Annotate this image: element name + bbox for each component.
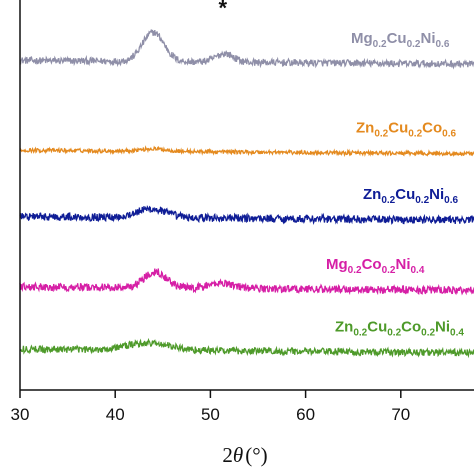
- x-tick-label-3: 60: [296, 405, 315, 424]
- peak-annotation-asterisk: *: [219, 0, 228, 21]
- series-layer: [19, 29, 474, 359]
- series-label-1: Zn0.2Cu0.2Co0.6: [356, 120, 456, 140]
- series-line-0: [19, 29, 474, 70]
- x-tick-label-4: 70: [391, 405, 410, 424]
- series-label-0: Mg0.2Cu0.2Ni0.6: [351, 30, 450, 50]
- series-labels: Mg0.2Cu0.2Ni0.6 Zn0.2Cu0.2Co0.6 Zn0.2Cu0.2…: [326, 30, 464, 339]
- series-line-4: [19, 337, 474, 359]
- series-label-2: Zn0.2Cu0.2Ni0.6: [363, 186, 458, 206]
- x-tick-label-1: 40: [106, 405, 125, 424]
- series-line-1: [19, 145, 474, 158]
- series-label-4: Zn0.2Cu0.2Co0.2Ni0.4: [335, 319, 464, 339]
- series-line-3: [19, 268, 474, 296]
- series-label-3: Mg0.2Co0.2Ni0.4: [326, 256, 425, 276]
- x-axis-label: 2θ(°): [222, 443, 267, 467]
- x-ticks: 30 40 50 60 70: [11, 390, 410, 424]
- axes: [19, 0, 474, 391]
- x-tick-label-2: 50: [201, 405, 220, 424]
- x-tick-label-0: 30: [11, 405, 30, 424]
- series-line-2: [19, 204, 474, 225]
